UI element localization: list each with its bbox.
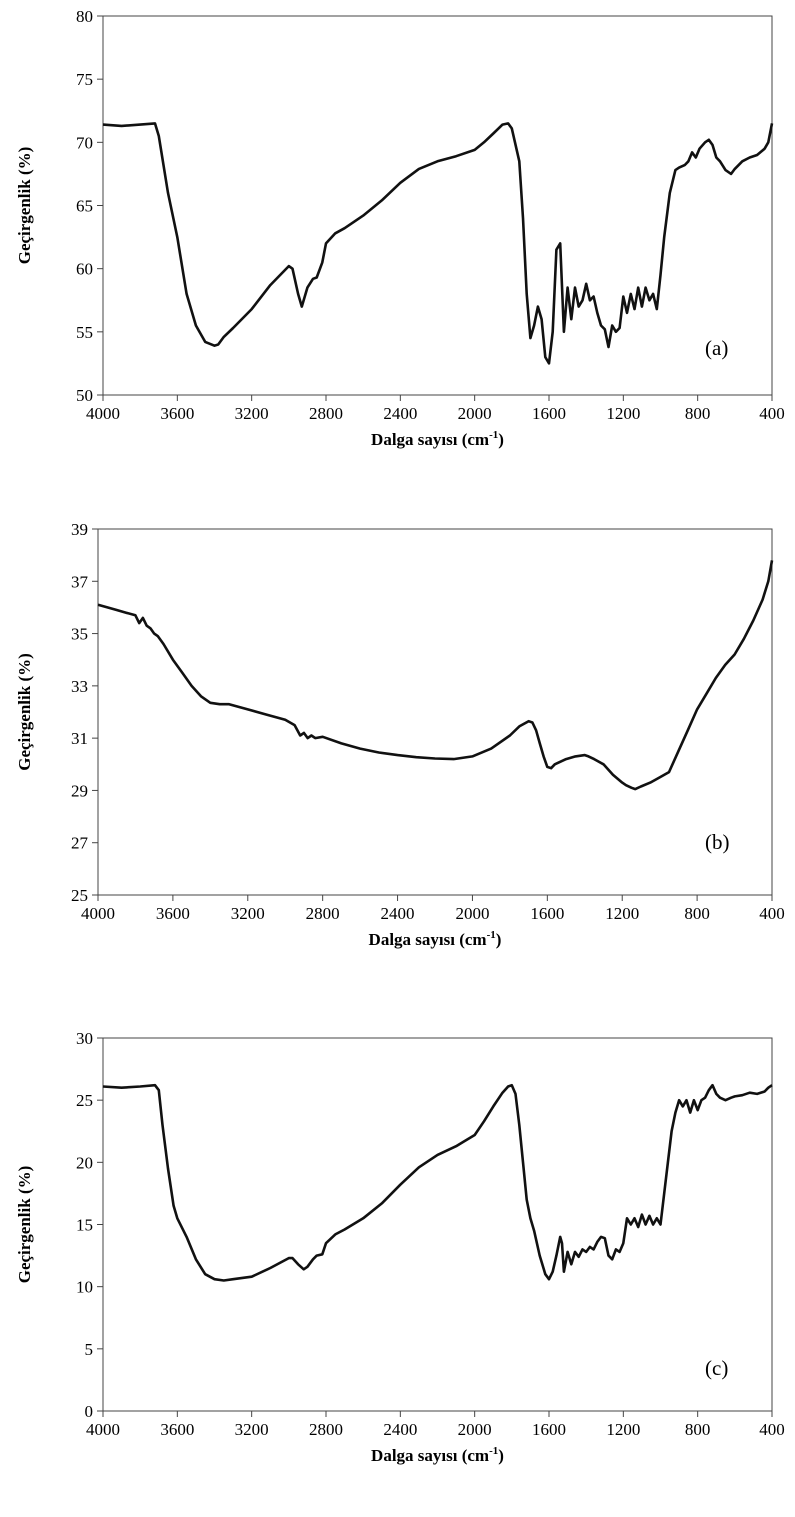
plot-frame-c bbox=[102, 1037, 773, 1412]
y-axis-title-a: Geçirgenlik (%) bbox=[15, 147, 34, 265]
x-tick-label-c-7: 1200 bbox=[606, 1420, 640, 1439]
x-tick-label-a-4: 2400 bbox=[383, 404, 417, 423]
y-axis-title-c: Geçirgenlik (%) bbox=[15, 1166, 34, 1284]
series-line-c-0 bbox=[102, 1083, 773, 1282]
x-tick-label-b-8: 800 bbox=[684, 904, 710, 923]
x-tick-label-c-5: 2000 bbox=[458, 1420, 492, 1439]
chart-panel-a: 50 55 60 65 70 75 80 4000 3600 3200 2800 2400 2000 16… bbox=[0, 0, 795, 500]
y-tick-label-a-1: 55 bbox=[76, 323, 93, 342]
x-tick-label-a-8: 800 bbox=[685, 404, 711, 423]
x-tick-label-b-0: 4000 bbox=[81, 904, 115, 923]
x-tick-label-c-9: 400 bbox=[759, 1420, 785, 1439]
chart-panel-b: 25 27 29 31 33 35 37 39 4000 3600 3200 2800 2400 2000… bbox=[0, 505, 795, 1010]
y-tick-label-c-2: 10 bbox=[76, 1278, 93, 1297]
y-tick-label-c-1: 5 bbox=[85, 1340, 94, 1359]
y-axis-title-b: Geçirgenlik (%) bbox=[15, 653, 34, 771]
y-tick-label-c-6: 30 bbox=[76, 1029, 93, 1048]
y-tick-label-c-3: 15 bbox=[76, 1216, 93, 1235]
panel-label-c: (c) bbox=[705, 1356, 728, 1380]
series-line-b-0 bbox=[97, 560, 774, 791]
y-tick-label-a-2: 60 bbox=[76, 260, 93, 279]
x-tick-label-a-5: 2000 bbox=[458, 404, 492, 423]
chart-svg-b: 25 27 29 31 33 35 37 39 4000 3600 3200 2800 2400 2000… bbox=[15, 520, 785, 949]
chart-panel-c: 0 5 10 15 20 25 30 4000 3600 3200 2800 2400 2000 1600… bbox=[0, 1015, 795, 1517]
x-axis-title-b: Dalga sayısı (cm-1) bbox=[369, 929, 502, 949]
x-tick-label-c-0: 4000 bbox=[86, 1420, 120, 1439]
x-tick-label-c-3: 2800 bbox=[309, 1420, 343, 1439]
x-tick-label-a-3: 2800 bbox=[309, 404, 343, 423]
y-tick-label-b-3: 31 bbox=[71, 729, 88, 748]
x-tick-label-b-5: 2000 bbox=[455, 904, 489, 923]
x-tick-label-a-6: 1600 bbox=[532, 404, 566, 423]
y-tick-label-b-7: 39 bbox=[71, 520, 88, 539]
y-tick-label-a-3: 65 bbox=[76, 197, 93, 216]
y-tick-label-a-6: 80 bbox=[76, 7, 93, 26]
x-tick-label-b-1: 3600 bbox=[156, 904, 190, 923]
y-tick-label-b-5: 35 bbox=[71, 625, 88, 644]
x-tick-label-a-2: 3200 bbox=[235, 404, 269, 423]
x-tick-label-c-2: 3200 bbox=[235, 1420, 269, 1439]
x-tick-label-c-8: 800 bbox=[685, 1420, 711, 1439]
chart-svg-c: 0 5 10 15 20 25 30 4000 3600 3200 2800 2400 2000 1600… bbox=[15, 1029, 785, 1465]
x-tick-label-b-9: 400 bbox=[759, 904, 785, 923]
plot-frame-b bbox=[97, 528, 773, 896]
y-tick-label-c-5: 25 bbox=[76, 1091, 93, 1110]
y-tick-label-b-6: 37 bbox=[71, 572, 89, 591]
x-tick-label-b-7: 1200 bbox=[605, 904, 639, 923]
x-tick-label-c-1: 3600 bbox=[160, 1420, 194, 1439]
y-tick-label-a-5: 75 bbox=[76, 70, 93, 89]
x-tick-label-b-6: 1600 bbox=[530, 904, 564, 923]
x-tick-label-a-7: 1200 bbox=[606, 404, 640, 423]
y-tick-label-b-2: 29 bbox=[71, 781, 88, 800]
x-tick-label-a-1: 3600 bbox=[160, 404, 194, 423]
x-tick-label-b-2: 3200 bbox=[231, 904, 265, 923]
chart-svg-a: 50 55 60 65 70 75 80 4000 3600 3200 2800 2400 2000 16… bbox=[15, 7, 785, 449]
x-tick-label-c-6: 1600 bbox=[532, 1420, 566, 1439]
y-tick-label-b-0: 25 bbox=[71, 886, 88, 905]
y-tick-label-a-0: 50 bbox=[76, 386, 93, 405]
y-tick-label-a-4: 70 bbox=[76, 133, 93, 152]
y-tick-label-b-4: 33 bbox=[71, 677, 88, 696]
y-tick-label-c-0: 0 bbox=[85, 1402, 94, 1421]
x-axis-title-a: Dalga sayısı (cm-1) bbox=[371, 429, 504, 449]
x-tick-label-a-9: 400 bbox=[759, 404, 785, 423]
x-tick-label-b-3: 2800 bbox=[306, 904, 340, 923]
panel-label-b: (b) bbox=[705, 830, 730, 854]
x-tick-label-a-0: 4000 bbox=[86, 404, 120, 423]
x-tick-label-c-4: 2400 bbox=[383, 1420, 417, 1439]
y-tick-label-c-4: 20 bbox=[76, 1153, 93, 1172]
series-line-a-0 bbox=[102, 122, 774, 365]
x-tick-label-b-4: 2400 bbox=[381, 904, 415, 923]
y-tick-label-b-1: 27 bbox=[71, 834, 89, 853]
panel-label-a: (a) bbox=[705, 336, 728, 360]
x-axis-title-c: Dalga sayısı (cm-1) bbox=[371, 1445, 504, 1465]
